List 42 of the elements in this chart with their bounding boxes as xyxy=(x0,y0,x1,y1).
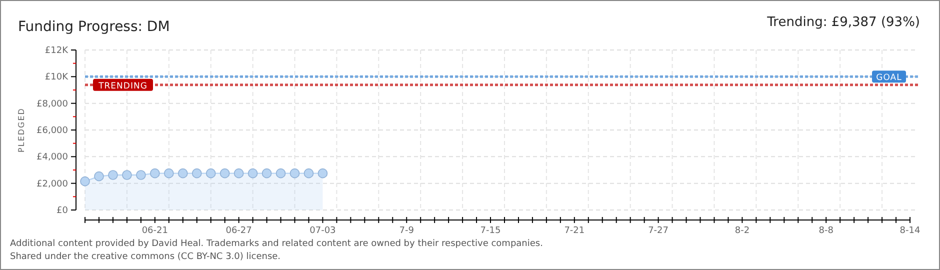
point xyxy=(248,168,258,178)
ref-line-label: TRENDING xyxy=(98,81,148,92)
x-tick-label: 8-8 xyxy=(818,226,834,236)
text: Shared under the creative commons (CC BY-NC 3.0) license. xyxy=(10,252,281,262)
point xyxy=(122,170,132,180)
y-tick-label: £4,000 xyxy=(36,152,68,163)
x-tick-label: 06-27 xyxy=(226,226,252,236)
point xyxy=(150,168,160,178)
point xyxy=(262,168,272,178)
point xyxy=(234,168,244,178)
x-tick-label: 7-27 xyxy=(648,226,669,236)
text: Additional content provided by David Heal. Trademarks and related content are owned by their respective companies. xyxy=(10,239,543,249)
point xyxy=(136,170,146,180)
point xyxy=(108,170,118,180)
x-tick-label: 8-2 xyxy=(734,226,750,236)
chart-title: Funding Progress: DM xyxy=(18,19,170,35)
x-tick-label: 7-9 xyxy=(399,226,414,236)
y-axis-title: PLEDGED xyxy=(17,108,26,152)
x-tick-label: 7-21 xyxy=(564,226,585,236)
x-tick-label: 07-03 xyxy=(310,226,336,236)
point xyxy=(220,168,230,178)
y-tick-label: £2,000 xyxy=(36,179,68,190)
point xyxy=(164,168,174,178)
point xyxy=(94,171,104,182)
ref-line-label: GOAL xyxy=(876,73,902,84)
point xyxy=(304,168,314,178)
x-tick-label: 7-15 xyxy=(480,226,501,236)
x-tick-label: 06-21 xyxy=(142,226,168,236)
point xyxy=(192,168,202,178)
y-tick-label: £8,000 xyxy=(36,99,68,110)
chart-subtitle: Trending: £9,387 (93%) xyxy=(766,15,920,30)
y-tick-label: £10K xyxy=(44,72,70,83)
point xyxy=(80,176,90,186)
y-tick-label: £0 xyxy=(56,206,68,216)
point xyxy=(178,168,188,178)
y-tick-label: £12K xyxy=(44,46,70,56)
point xyxy=(206,168,216,178)
point xyxy=(276,168,286,178)
point xyxy=(290,168,300,178)
y-tick-label: £6,000 xyxy=(36,126,68,136)
point xyxy=(318,168,328,178)
x-tick-label: 8-14 xyxy=(900,226,920,236)
